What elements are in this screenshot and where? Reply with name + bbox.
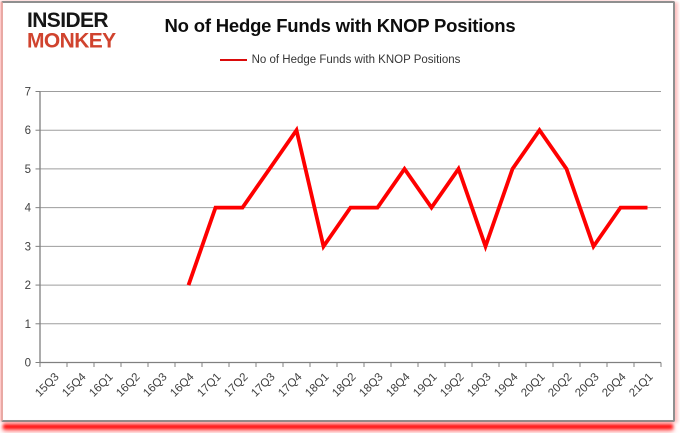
data-line-series: [186, 125, 648, 286]
x-axis-labels: 15Q315Q416Q116Q216Q316Q417Q117Q217Q317Q4…: [33, 371, 655, 400]
x-tick-label: 15Q4: [60, 371, 89, 400]
x-tick-label: 19Q4: [492, 371, 521, 400]
insider-monkey-logo: INSIDER MONKEY: [27, 8, 116, 53]
x-tick-label: 20Q1: [519, 371, 547, 399]
y-tick-label: 2: [25, 280, 31, 292]
x-tick-label: 16Q2: [114, 371, 142, 399]
x-tick-label: 16Q3: [141, 371, 169, 399]
axis-ticks: [35, 91, 662, 367]
x-tick-label: 17Q2: [222, 371, 250, 399]
axes: [39, 91, 661, 364]
x-tick-label: 18Q4: [384, 371, 413, 400]
y-gridlines: [40, 91, 661, 325]
x-tick-label: 17Q4: [276, 371, 305, 400]
x-tick-label: 18Q3: [357, 371, 385, 399]
y-axis-labels: 0 1 2 3 4 5 6 7: [25, 87, 32, 370]
x-tick-label: 20Q4: [600, 371, 629, 400]
y-tick-label: 6: [25, 125, 31, 137]
x-tick-label: 19Q1: [411, 371, 439, 399]
x-tick-label: 17Q1: [195, 371, 223, 399]
y-tick-label: 1: [25, 319, 31, 331]
x-tick-label: 19Q3: [465, 371, 493, 399]
x-tick-label: 16Q1: [87, 371, 115, 399]
chart-title: No of Hedge Funds with KNOP Positions: [164, 15, 516, 36]
legend-label: No of Hedge Funds with KNOP Positions: [251, 54, 461, 66]
x-tick-label: 18Q1: [303, 371, 331, 399]
y-tick-label: 4: [25, 203, 32, 215]
x-tick-label: 21Q1: [627, 371, 655, 399]
x-tick-label: 20Q2: [546, 371, 574, 399]
logo-insider-text: INSIDER: [27, 8, 109, 33]
x-tick-label: 16Q4: [168, 371, 197, 400]
x-tick-label: 19Q2: [438, 371, 466, 399]
x-tick-label: 17Q3: [249, 371, 277, 399]
legend-line-swatch: [219, 58, 247, 62]
logo-monkey-text: MONKEY: [27, 28, 116, 53]
y-tick-label: 7: [25, 87, 31, 99]
y-tick-label: 5: [25, 164, 31, 176]
x-tick-label: 15Q3: [33, 371, 61, 399]
x-tick-label: 20Q3: [573, 371, 601, 399]
x-tick-label: 18Q2: [330, 371, 358, 399]
legend: No of Hedge Funds with KNOP Positions: [0, 54, 680, 66]
hedge-funds-line: [186, 125, 648, 286]
y-tick-label: 0: [25, 358, 31, 370]
y-tick-label: 3: [25, 241, 31, 253]
